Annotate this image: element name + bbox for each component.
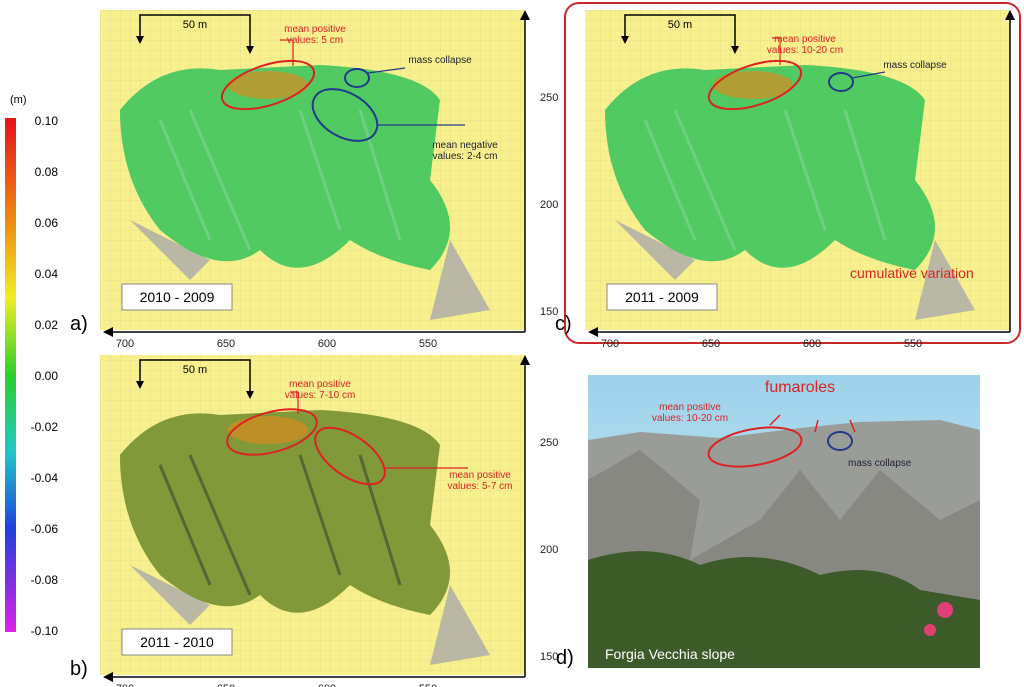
colorbar-tick-label: 0.02	[35, 318, 59, 332]
annotation-ellipse	[311, 88, 379, 142]
scale-bar	[139, 14, 251, 48]
x-tick-label: 600	[318, 338, 336, 350]
annotation-ellipse	[344, 68, 370, 88]
x-tick-label: 600	[318, 683, 336, 687]
panel-letter: d)	[556, 647, 574, 669]
point-cloud-texture	[643, 109, 887, 251]
photo-title: fumaroles	[765, 379, 835, 396]
note: cumulative variation	[850, 265, 974, 281]
x-arrow	[588, 327, 598, 337]
x-tick-label: 550	[904, 338, 922, 350]
colorbar	[5, 118, 16, 632]
annotation: values: 10-20 cm	[652, 413, 728, 424]
colorbar-tick-label: -0.08	[31, 573, 59, 587]
scale-label: 50 m	[183, 19, 207, 31]
colorbar-tick-label: 0.08	[35, 165, 59, 179]
colorbar-tick-label: 0.04	[35, 267, 59, 281]
x-tick-label: 550	[419, 683, 437, 687]
annotation-leader	[772, 37, 781, 65]
annotation: mean positive	[774, 34, 836, 45]
colorbar-tick-label: 0.00	[35, 369, 59, 383]
annotation-leader	[851, 71, 886, 79]
greyscale-terrain	[130, 220, 490, 320]
x-tick-label: 700	[601, 338, 619, 350]
annotation-ellipse	[314, 426, 386, 486]
y-tick-label: 150	[540, 306, 558, 318]
colorbar-tick-label: -0.02	[31, 420, 59, 434]
annotation: mean negative	[432, 140, 498, 151]
y-tick-label: 250	[540, 92, 558, 104]
x-arrow	[103, 672, 113, 682]
colorbar-tick-label: 0.10	[35, 114, 59, 128]
colorbar-unit: (m)	[10, 94, 27, 106]
y-tick-label: 200	[540, 199, 558, 211]
panel-letter: a)	[70, 313, 88, 335]
y-tick-label: 200	[540, 544, 558, 556]
y-tick-label: 250	[540, 437, 558, 449]
x-tick-label: 700	[116, 683, 134, 687]
period-box	[606, 283, 718, 311]
scale-bar	[139, 359, 251, 393]
map-panel: 700 650 600 550 250 200 150 50 m 2010 - 2009 a)	[70, 10, 558, 350]
annotation: mean positive	[284, 24, 346, 35]
annotation: values: 2-4 cm	[432, 151, 497, 162]
x-tick-label: 700	[116, 338, 134, 350]
annotation-leader	[367, 67, 406, 74]
colorbar-tick-label: -0.04	[31, 471, 59, 485]
scale-label: 50 m	[668, 19, 692, 31]
positive-zone	[713, 71, 793, 99]
annotation-leader	[280, 39, 294, 66]
annotation: values: 5 cm	[287, 35, 343, 46]
period-label: 2010 - 2009	[140, 289, 215, 305]
annotation-ellipse	[707, 59, 803, 111]
positive-zone	[228, 71, 308, 99]
annotation: mean positive	[289, 379, 351, 390]
y-arrow	[520, 10, 530, 20]
period-label: 2011 - 2010	[140, 634, 214, 650]
greyscale-terrain	[130, 565, 490, 665]
colorbar-tick-label: 0.06	[35, 216, 59, 230]
colorbar-tick-label: -0.10	[31, 624, 59, 638]
x-tick-label: 650	[217, 338, 235, 350]
y-arrow	[1005, 10, 1015, 20]
annotation: mean positive	[449, 470, 511, 481]
annotation: mass collapse	[848, 458, 912, 469]
map-panel: 700 650 600 550 250 200 150 50 m 2011 - 2010 b)	[70, 355, 558, 687]
positive-zone	[228, 416, 308, 444]
scale-bar	[624, 14, 736, 48]
annotation-ellipse	[220, 59, 316, 111]
y-arrow	[520, 355, 530, 365]
annotation: values: 7-10 cm	[285, 390, 356, 401]
annotation-ellipse	[828, 72, 854, 92]
period-box	[121, 628, 233, 656]
point-cloud-texture	[158, 109, 402, 251]
greyscale-terrain	[615, 220, 975, 320]
x-arrow	[103, 327, 113, 337]
colorbar-tick-label: -0.06	[31, 522, 59, 536]
photo-panel	[588, 375, 980, 668]
annotation: mass collapse	[883, 60, 947, 71]
x-tick-label: 650	[217, 683, 235, 687]
annotation-ellipse	[226, 408, 318, 456]
annotation-leader	[290, 391, 299, 414]
panel-letter: b)	[70, 658, 88, 680]
x-tick-label: 650	[702, 338, 720, 350]
annotation: mass collapse	[408, 55, 472, 66]
x-tick-label: 550	[419, 338, 437, 350]
annotation: mean positive	[659, 402, 721, 413]
x-tick-label: 600	[803, 338, 821, 350]
scale-label: 50 m	[183, 364, 207, 376]
period-label: 2011 - 2009	[625, 289, 699, 305]
highlight-frame	[564, 2, 1021, 344]
annotation: values: 10-20 cm	[767, 45, 843, 56]
point-cloud-texture	[158, 454, 402, 596]
annotation: values: 5-7 cm	[447, 481, 512, 492]
period-box	[121, 283, 233, 311]
photo-caption: Forgia Vecchia slope	[605, 646, 735, 662]
panel-letter: c)	[555, 313, 572, 335]
y-tick-label: 150	[540, 651, 558, 663]
